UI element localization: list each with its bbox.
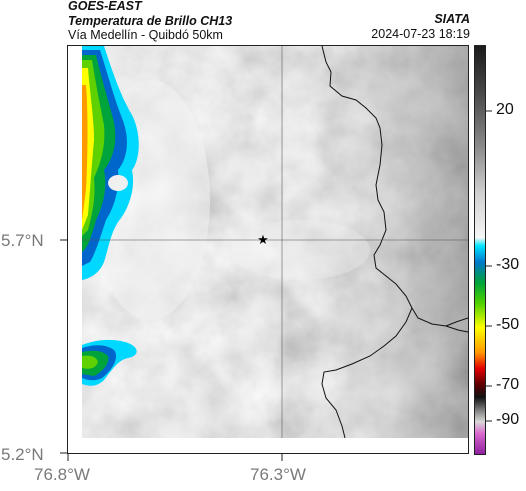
colorbar-label: -50 bbox=[496, 316, 520, 333]
brightness-temperature-field: ★ bbox=[82, 46, 468, 438]
border-line-south bbox=[321, 307, 413, 438]
datetime-label: 2024-07-23 18:19 bbox=[371, 27, 470, 41]
map-frame bbox=[67, 45, 469, 454]
colorbar-label: -30 bbox=[496, 256, 520, 273]
colorbar-label: 20 bbox=[496, 101, 514, 118]
lon-tick-label: 76.3°W bbox=[250, 465, 306, 484]
agency-label: SIATA bbox=[434, 12, 470, 26]
colorbar bbox=[474, 45, 492, 455]
lat-tick-label: 5.7°N bbox=[1, 231, 44, 250]
location-marker-icon: ★ bbox=[257, 232, 269, 247]
colorbar-label: -90 bbox=[496, 411, 520, 428]
colorbar-label: -70 bbox=[496, 376, 520, 393]
lon-tick-label: 76.8°W bbox=[34, 465, 90, 484]
product-title: Temperatura de Brillo CH13 bbox=[68, 14, 233, 28]
border-line-east bbox=[321, 46, 468, 333]
route-subtitle: Vía Medellín - Quibdó 50km bbox=[68, 28, 223, 42]
satellite-name: GOES-EAST bbox=[68, 0, 142, 13]
lat-tick-label: 5.2°N bbox=[1, 445, 44, 464]
